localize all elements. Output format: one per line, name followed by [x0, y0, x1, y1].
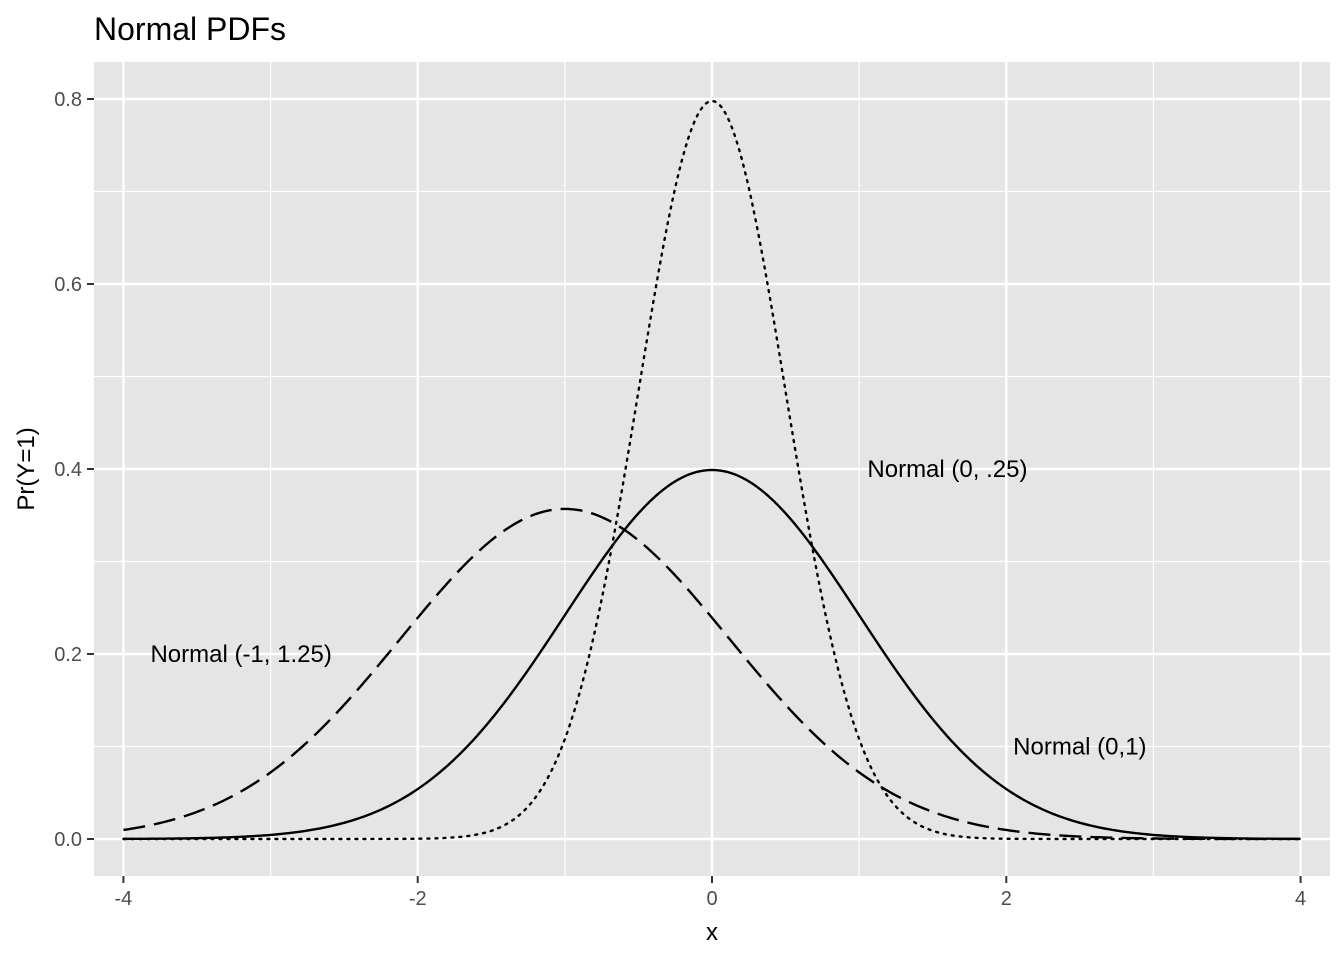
density-curves [122, 99, 1302, 841]
y-tick-label: 0.8 [54, 89, 82, 111]
curve-label: Normal (0,1) [1013, 734, 1146, 761]
chart-title: Normal PDFs [94, 11, 286, 47]
x-tick-label: -4 [115, 888, 133, 910]
x-tick-label: 4 [1295, 888, 1306, 910]
y-tick-label: 0.2 [54, 644, 82, 666]
y-tick-label: 0.6 [54, 274, 82, 296]
y-axis: 0.0 0.2 0.4 0.6 0.8 [54, 89, 94, 851]
x-tick-label: 0 [706, 888, 717, 910]
curve-solid [123, 468, 1301, 841]
x-axis-title: x [706, 919, 718, 946]
y-axis-title: Pr(Y=1) [13, 427, 40, 510]
y-tick-label: 0.0 [54, 829, 82, 851]
y-tick-label: 0.4 [54, 459, 82, 481]
x-axis: -4 -2 0 2 4 [115, 876, 1306, 910]
curve-dotted [122, 99, 1302, 841]
curve-label: Normal (0, .25) [867, 456, 1027, 483]
curve-label: Normal (-1, 1.25) [150, 641, 331, 668]
x-tick-label: 2 [1001, 888, 1012, 910]
curve-annotations: Normal (0,1) Normal (0, .25) Normal (-1, 1… [150, 456, 1146, 761]
x-tick-label: -2 [409, 888, 427, 910]
curve-dashed [123, 507, 1301, 841]
